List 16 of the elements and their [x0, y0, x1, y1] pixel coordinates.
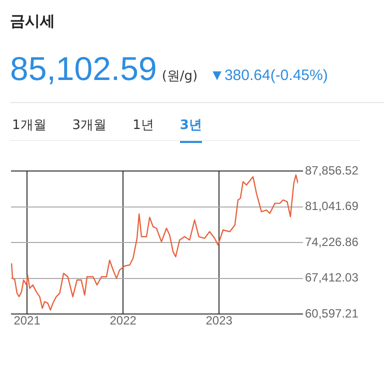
x-tick-label: 2022 [110, 314, 137, 328]
y-tick-label: 67,412.03 [305, 270, 359, 285]
text: 3개월 [72, 117, 107, 135]
chart-title: 금시세 [10, 12, 55, 31]
y-tick-label: 87,856.52 [305, 163, 359, 178]
y-tick-label: 74,226.86 [305, 234, 359, 249]
x-tick-label: 2023 [206, 314, 233, 328]
y-tick-label: 81,041.69 [305, 199, 359, 214]
x-tick-label: 2021 [14, 314, 41, 328]
text: 3년 [180, 116, 202, 143]
chart-subtitle: 85,102.59 [10, 50, 157, 88]
text: 1년 [132, 117, 154, 135]
text: (원/g) [162, 68, 198, 85]
text: ▼380.64(-0.45%) [210, 67, 328, 84]
y-tick-label: 60,597.21 [305, 306, 359, 320]
text: 1개월 [12, 117, 46, 135]
